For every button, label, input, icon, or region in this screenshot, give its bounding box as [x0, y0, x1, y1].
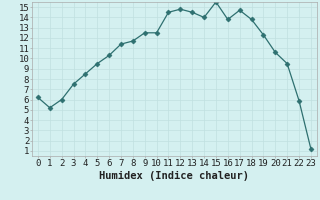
X-axis label: Humidex (Indice chaleur): Humidex (Indice chaleur)	[100, 171, 249, 181]
